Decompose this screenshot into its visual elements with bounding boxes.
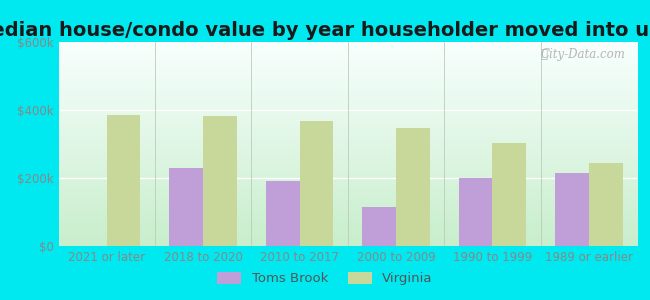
Bar [396, 128, 430, 246]
Text: Median house/condo value by year householder moved into unit: Median house/condo value by year househo… [0, 21, 650, 40]
Text: ⓘ: ⓘ [540, 48, 547, 61]
Bar [170, 168, 203, 246]
Bar [203, 116, 237, 246]
Bar [555, 173, 589, 246]
Bar [459, 178, 493, 246]
Legend: Toms Brook, Virginia: Toms Brook, Virginia [212, 266, 438, 290]
Bar [362, 207, 396, 246]
Text: City-Data.com: City-Data.com [541, 48, 625, 61]
Bar [300, 121, 333, 246]
Bar [589, 163, 623, 246]
Bar [107, 115, 140, 246]
Bar [493, 143, 526, 246]
Bar [266, 181, 300, 246]
